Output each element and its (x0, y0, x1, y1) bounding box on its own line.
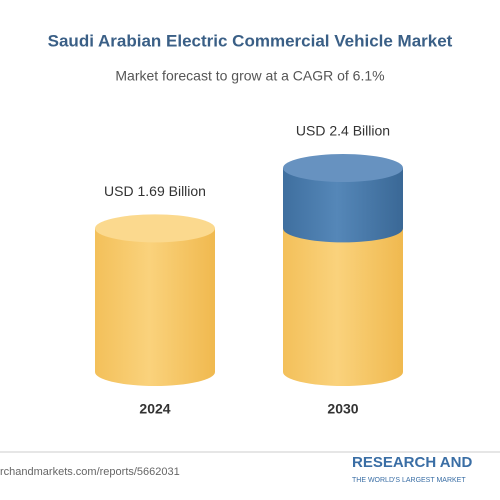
chart-subtitle: Market forecast to grow at a CAGR of 6.1… (115, 68, 384, 84)
plot: USD 1.69 Billion 2024 USD 2.4 Billion 2030 (95, 123, 403, 417)
value-label: USD 2.4 Billion (296, 123, 390, 139)
category-label: 2030 (327, 401, 358, 417)
cylinder-body (95, 228, 215, 386)
value-label: USD 1.69 Billion (104, 183, 206, 199)
category-label: 2024 (139, 401, 170, 417)
logo-tagline: THE WORLD'S LARGEST MARKET (352, 477, 466, 484)
footer-url: rchandmarkets.com/reports/5662031 (0, 466, 180, 478)
cylinder-growth (283, 168, 403, 243)
chart-title: Saudi Arabian Electric Commercial Vehicl… (48, 31, 453, 50)
cylinder-body (283, 228, 403, 386)
cylinder-top (283, 154, 403, 182)
cylinder-top (95, 214, 215, 243)
logo: RESEARCH AND (352, 454, 472, 471)
